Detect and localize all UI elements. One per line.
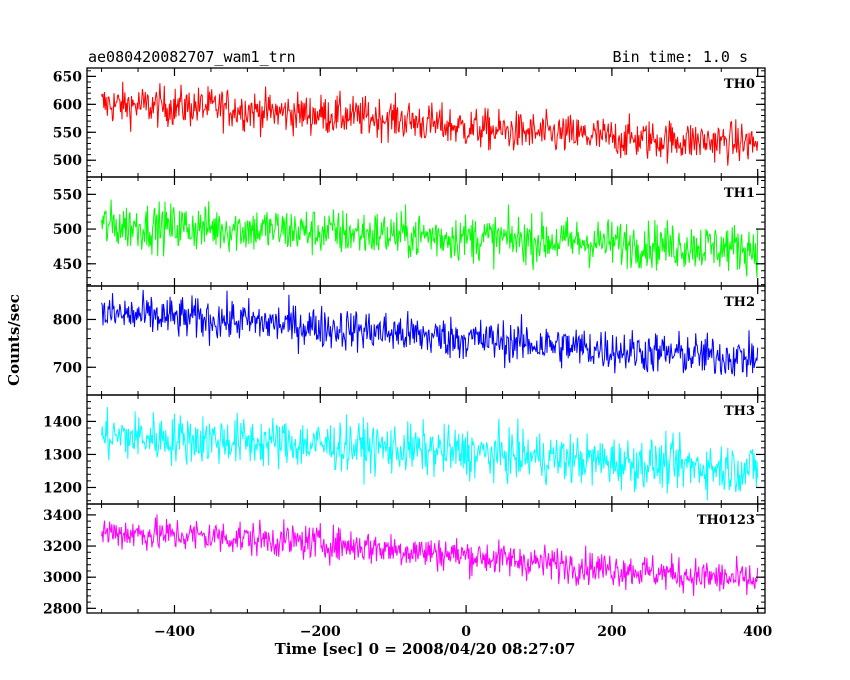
series-label-th1: TH1 xyxy=(724,186,755,201)
panel-th0123: 2800 3000 3200 3400 TH0123 xyxy=(43,503,766,617)
panel-th0: 500 550 600 650 TH0 xyxy=(53,67,766,178)
y-tick-label: 800 xyxy=(53,312,82,328)
series-line-th3 xyxy=(101,406,759,501)
panel-th3: 1200 1300 1400 TH3 xyxy=(43,394,766,505)
y-tick-label: 500 xyxy=(53,222,82,238)
series-label-th0123: TH0123 xyxy=(697,513,755,528)
y-tick-label: 3400 xyxy=(43,508,82,524)
y-axis-label: Counts/sec xyxy=(5,294,23,386)
x-tick-label: −200 xyxy=(300,624,341,640)
y-tick-label: 550 xyxy=(53,187,82,203)
y-tick-label: 600 xyxy=(53,97,82,113)
y-tick-label: 550 xyxy=(53,125,82,141)
series-label-th3: TH3 xyxy=(724,404,755,419)
x-tick-label: 0 xyxy=(461,624,471,640)
series-line-th1 xyxy=(101,199,759,278)
panel-frame xyxy=(86,67,766,178)
panel-th2: 700 800 TH2 xyxy=(53,285,766,396)
y-tick-label: 700 xyxy=(53,360,82,376)
series-line-th2 xyxy=(101,289,759,378)
y-tick-label: 1200 xyxy=(43,480,82,496)
x-tick-label: 400 xyxy=(743,624,772,640)
y-tick-label: 500 xyxy=(53,153,82,169)
series-label-th0: TH0 xyxy=(724,77,755,92)
bin-time-label: Bin time: 1.0 s xyxy=(613,48,748,66)
y-tick-label: 3200 xyxy=(43,539,82,555)
panels-group: 500 550 600 650 TH0 450 500 550 TH1 700 800 TH2 1200… xyxy=(43,67,773,640)
y-tick-label: 3000 xyxy=(43,570,82,586)
panel-frame xyxy=(86,503,766,614)
y-tick-label: 650 xyxy=(53,69,82,85)
series-line-th0123 xyxy=(101,514,759,596)
x-axis-label: Time [sec] 0 = 2008/04/20 08:27:07 xyxy=(275,640,576,658)
panel-frame xyxy=(86,285,766,396)
x-tick-label: 200 xyxy=(597,624,626,640)
chart-title: ae080420082707_wam1_trn xyxy=(88,48,296,66)
series-label-th2: TH2 xyxy=(724,295,755,310)
series-line-th0 xyxy=(101,81,759,166)
y-tick-label: 2800 xyxy=(43,601,82,617)
panel-th1: 450 500 550 TH1 xyxy=(53,176,766,287)
y-tick-label: 450 xyxy=(53,257,82,273)
y-tick-label: 1400 xyxy=(43,414,82,430)
y-tick-label: 1300 xyxy=(43,447,82,463)
x-tick-label: −400 xyxy=(154,624,195,640)
